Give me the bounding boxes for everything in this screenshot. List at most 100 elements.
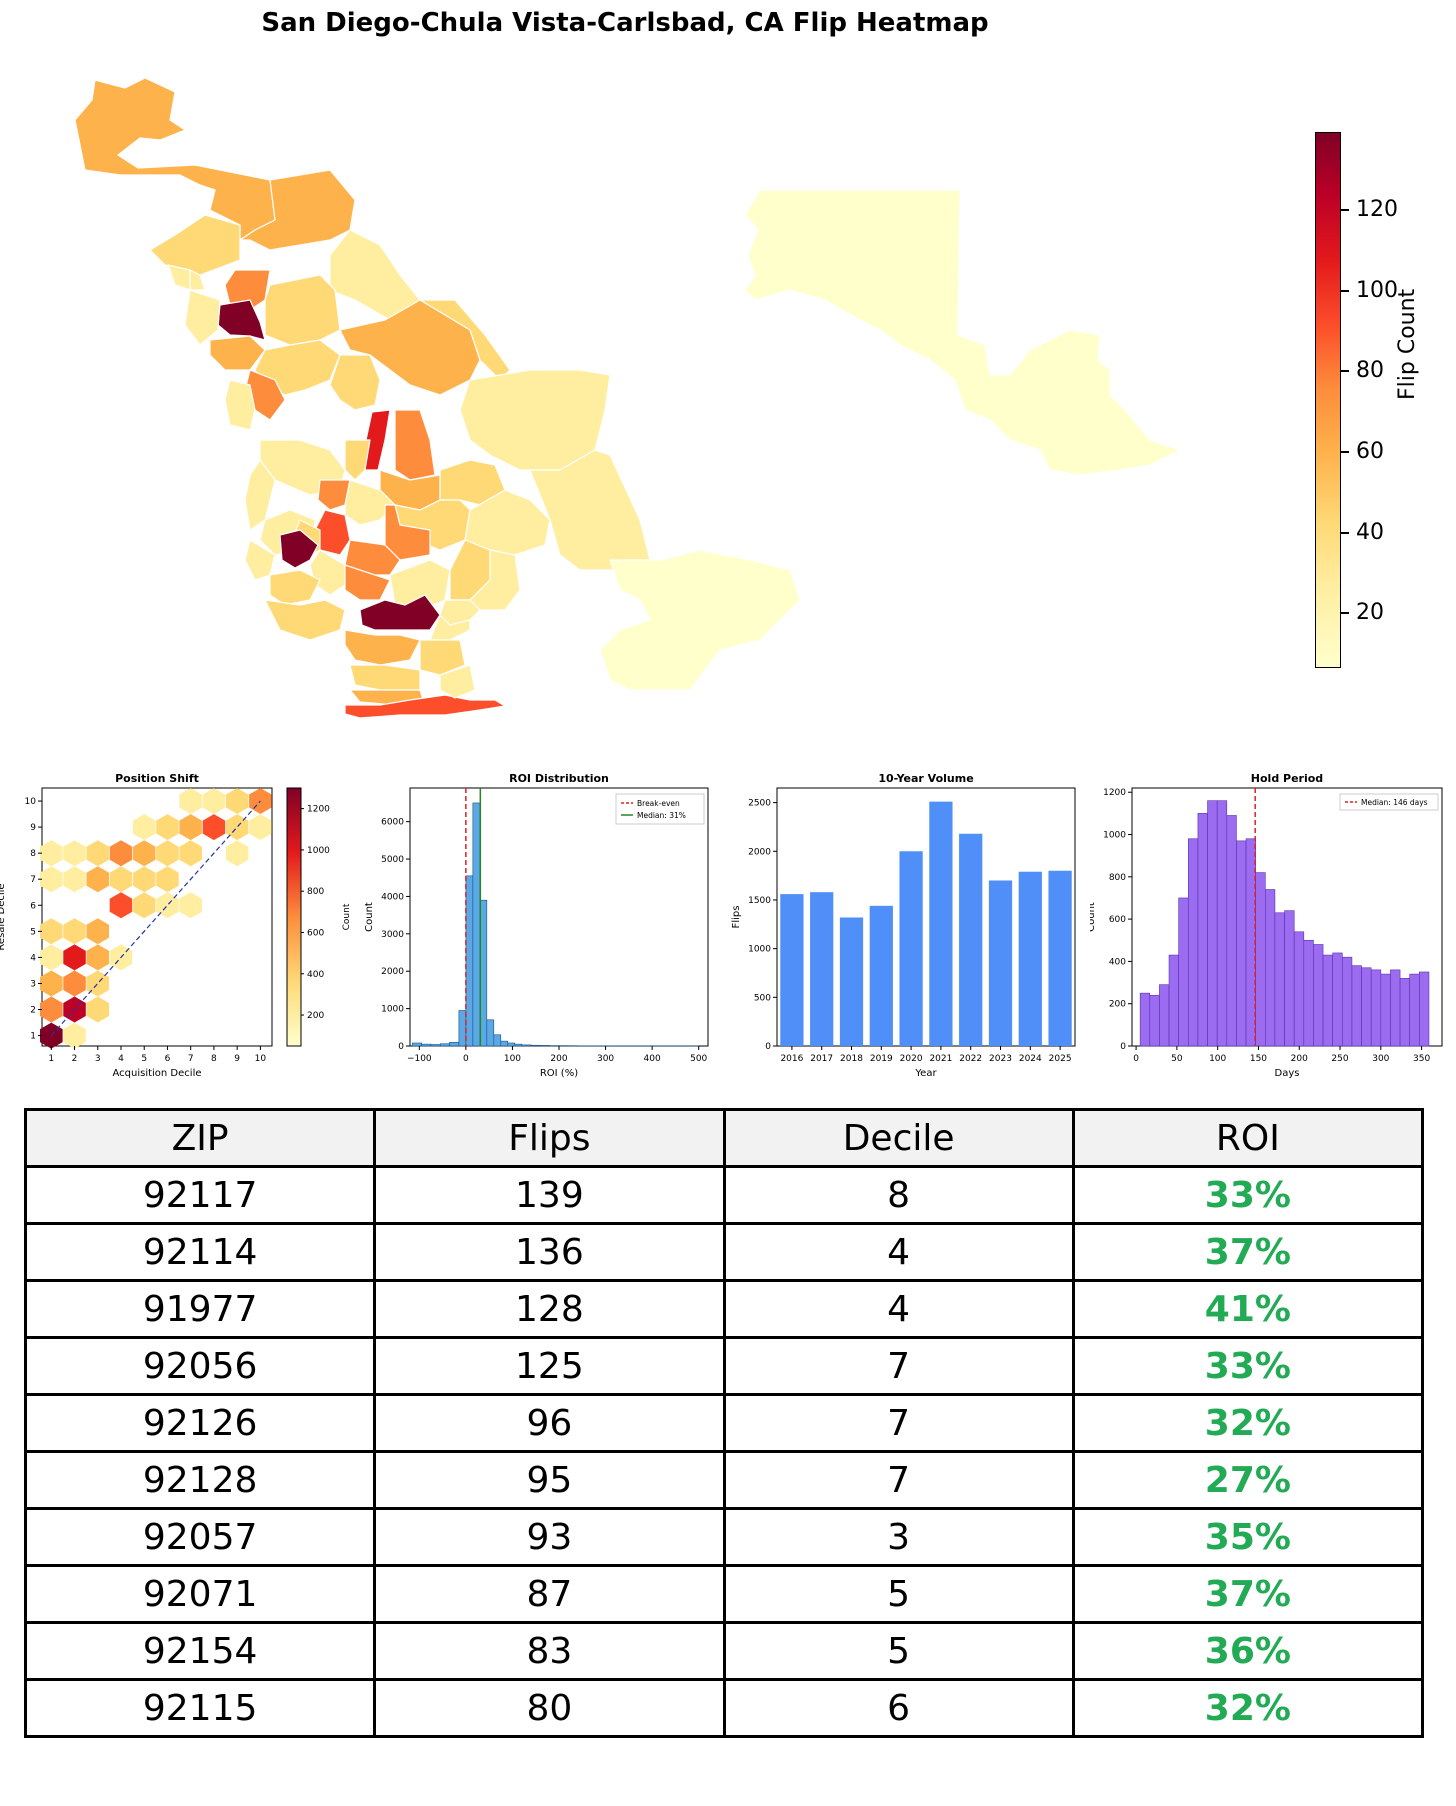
table-row: 92128 95 7 27% — [23, 1450, 1425, 1510]
x-tick-label: 250 — [1331, 1054, 1348, 1064]
roi-distribution-panel: ROI Distribution ROI (%) Count −100 0 100 200 3… — [360, 768, 720, 1088]
hexbin-cell — [179, 892, 202, 919]
column-header-flips: Flips — [373, 1108, 726, 1168]
table-cell-zip: 92126 — [23, 1393, 377, 1453]
hexbin-cell — [179, 814, 202, 841]
table-cell-zip: 92115 — [23, 1678, 377, 1738]
histogram-bar — [458, 1010, 467, 1047]
x-tick-label: 500 — [690, 1054, 707, 1064]
hexbin-cell — [40, 996, 63, 1023]
x-tick-label: 2 — [72, 1054, 78, 1064]
table-row: 92071 87 5 37% — [23, 1564, 1425, 1624]
x-tick-label: −100 — [407, 1054, 432, 1064]
zip-region — [394, 409, 436, 481]
y-tick-label: 1500 — [748, 896, 771, 906]
x-tick-label: 200 — [1291, 1054, 1308, 1064]
hexbin-cell — [156, 892, 179, 919]
column-header-roi: ROI — [1071, 1108, 1425, 1168]
x-tick-label: 9 — [234, 1054, 240, 1064]
y-axis-label: Flips — [731, 906, 742, 929]
colorbar-tick — [1341, 612, 1349, 614]
hexbin-cell — [225, 840, 249, 867]
x-tick-label: 1 — [48, 1054, 54, 1064]
colorbar-tick — [1341, 290, 1349, 292]
x-tick-label: 2024 — [1019, 1054, 1042, 1064]
histogram-bar — [486, 1019, 495, 1047]
histogram-bar — [1409, 973, 1420, 1047]
hold-period-panel: Hold Period Days Count 0 50 100 150 200 250 300 35… — [1090, 768, 1456, 1088]
histogram-bar — [1303, 939, 1314, 1047]
zip-region — [439, 599, 481, 626]
x-tick-label: 0 — [1133, 1054, 1139, 1064]
zip-region — [344, 564, 391, 601]
zip-region — [244, 539, 276, 581]
histogram-bar — [1419, 971, 1430, 1047]
colorbar-tick-label: 200 — [307, 1011, 324, 1021]
hexbin-cell — [249, 814, 272, 841]
histogram-bar — [1361, 967, 1372, 1047]
x-tick-label: 8 — [211, 1054, 217, 1064]
x-axis-label: Acquisition Decile — [112, 1068, 201, 1079]
x-tick-label: 5 — [141, 1054, 147, 1064]
table-row: 92126 96 7 32% — [23, 1393, 1425, 1453]
chart-title: ROI Distribution — [509, 772, 609, 785]
colorbar-tick-label: 80 — [1356, 358, 1384, 383]
y-axis-label: Count — [364, 902, 375, 932]
flip-heatmap-map — [74, 77, 1181, 719]
histogram-bar — [1342, 956, 1353, 1047]
hexbin-cell — [86, 840, 109, 867]
table-cell-decile: 4 — [722, 1279, 1075, 1339]
table-cell-flips: 95 — [373, 1450, 726, 1510]
y-tick-label: 600 — [1109, 915, 1126, 925]
table-cell-roi: 37% — [1071, 1564, 1425, 1624]
table-cell-roi: 32% — [1071, 1393, 1425, 1453]
zip-region — [224, 379, 256, 431]
colorbar-tick — [1341, 451, 1349, 453]
colorbar-tick-label: 1200 — [307, 805, 330, 815]
x-tick-label: 2022 — [959, 1054, 982, 1064]
table-cell-roi: 37% — [1071, 1222, 1425, 1282]
zip-region — [244, 459, 276, 531]
table-cell-decile: 3 — [722, 1507, 1075, 1567]
histogram-bar — [1226, 815, 1237, 1047]
table-cell-flips: 83 — [373, 1621, 726, 1681]
histogram-bar — [1216, 800, 1228, 1047]
y-tick-label: 500 — [754, 993, 771, 1003]
histogram-bar — [1245, 838, 1256, 1047]
colorbar-tick-label: 20 — [1356, 600, 1384, 625]
y-tick-label: 1 — [30, 1032, 36, 1042]
zip-region — [329, 354, 381, 411]
column-header-decile: Decile — [722, 1108, 1075, 1168]
hexbin-cell — [63, 944, 86, 971]
y-tick-label: 0 — [398, 1042, 404, 1052]
histogram-bar — [507, 1042, 516, 1047]
zip-region — [744, 189, 1181, 476]
hexbin-cell — [63, 840, 86, 867]
colorbar-tick-label: 800 — [307, 887, 324, 897]
y-tick-label: 6 — [30, 901, 36, 911]
histogram-bar — [493, 1034, 502, 1047]
x-tick-label: 4 — [118, 1054, 124, 1064]
zip-region — [344, 479, 396, 526]
table-cell-zip: 92071 — [23, 1564, 377, 1624]
zip-region — [344, 629, 421, 666]
hexbin-cell — [133, 866, 156, 893]
y-tick-label: 10 — [25, 797, 37, 807]
table-cell-roi: 32% — [1071, 1678, 1425, 1738]
x-tick-label: 3 — [95, 1054, 101, 1064]
legend-box — [615, 793, 705, 825]
histogram-bar — [1139, 992, 1151, 1047]
colorbar — [286, 787, 302, 1047]
hexbin-cell — [86, 944, 109, 971]
colorbar-tick-label: 60 — [1356, 439, 1384, 464]
histogram-bar — [472, 802, 481, 1047]
table-cell-zip: 92117 — [23, 1165, 377, 1225]
table-cell-roi: 27% — [1071, 1450, 1425, 1510]
x-tick-label: 300 — [1372, 1054, 1389, 1064]
histogram-bar — [1380, 973, 1391, 1047]
hexbin-cell — [40, 944, 63, 971]
position-shift-panel: Position Shift Acquisition Decile Resale D… — [0, 768, 360, 1088]
hexbin-cell — [40, 918, 63, 945]
histogram-bar — [421, 1043, 432, 1047]
table-cell-decile: 8 — [722, 1165, 1075, 1225]
